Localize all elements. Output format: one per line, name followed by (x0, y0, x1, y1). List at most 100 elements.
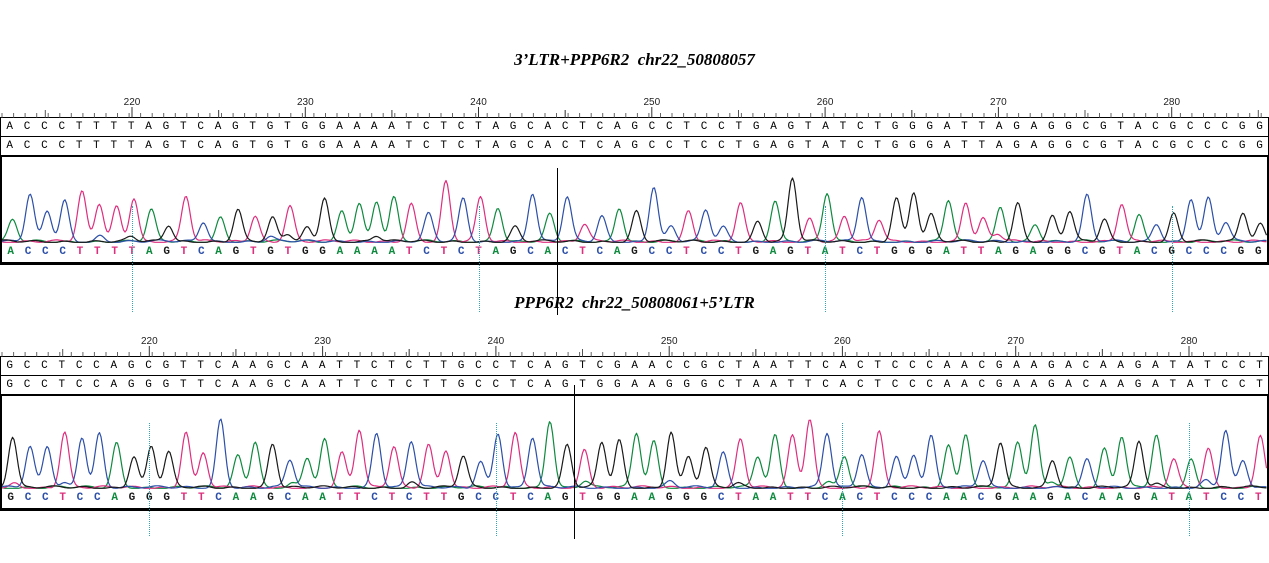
segment-divider-line (556, 168, 558, 315)
sequence-base: G (1134, 360, 1142, 372)
sequence-base: A (336, 140, 343, 152)
sequence-base: A (995, 121, 1003, 133)
chromatogram-traces (2, 396, 1267, 492)
sequence-base: T (839, 246, 846, 258)
sequence-base: A (544, 140, 552, 152)
sequence-base: A (110, 379, 118, 391)
sequence-base: G (301, 246, 309, 258)
sequence-base: C (93, 379, 100, 391)
sequence-base: G (1256, 121, 1263, 133)
sequence-base: A (215, 246, 222, 258)
sequence-base: G (631, 246, 638, 258)
sequence-base: G (162, 121, 170, 133)
sequence-base: A (336, 246, 344, 258)
sequence-base: G (1256, 140, 1263, 152)
sequence-base: C (1152, 140, 1159, 152)
sequence-base: T (839, 140, 847, 152)
sequence-base: G (509, 121, 517, 133)
sequence-base: A (1151, 492, 1158, 504)
sequence-base: T (579, 360, 586, 372)
position-guide-line (1189, 423, 1190, 536)
sequence-base: A (544, 379, 552, 391)
sequence-base: G (752, 140, 760, 152)
svg-text:260: 260 (834, 336, 851, 347)
sequence-base: G (891, 246, 898, 258)
sequence-base: C (1221, 379, 1229, 391)
sequence-base: T (423, 492, 430, 504)
sequence-base: T (961, 140, 968, 152)
sequence-base: C (527, 246, 534, 258)
sequence-base: C (891, 360, 899, 372)
sequence-base: A (1152, 360, 1159, 372)
sequence-base: G (561, 360, 569, 372)
trace-A (2, 421, 1267, 489)
sequence-base: T (735, 140, 743, 152)
svg-text:260: 260 (817, 97, 834, 108)
sequence-base: T (197, 360, 204, 372)
sequence-base: A (769, 246, 777, 258)
svg-text:220: 220 (141, 336, 158, 347)
sequence-base: A (648, 360, 656, 372)
sequence-base: G (128, 492, 136, 504)
sequence-base: T (1204, 379, 1211, 391)
sequence-base: T (179, 121, 187, 133)
sequence-base: T (978, 121, 986, 133)
sequence-base: C (596, 121, 604, 133)
sequence-base: C (700, 246, 708, 258)
sequence-base: A (995, 140, 1003, 152)
sequence-base: A (1030, 379, 1038, 391)
sequence-base: T (1117, 140, 1124, 152)
sequence-base: T (804, 379, 812, 391)
sequence-base: T (874, 121, 881, 133)
sequence-base: A (1100, 360, 1107, 372)
sequence-base: T (475, 140, 482, 152)
sequence-base: G (631, 140, 638, 152)
sequence-base: C (423, 121, 430, 133)
sequence-base: C (1081, 246, 1089, 258)
sequence-base: G (509, 140, 517, 152)
panel-title: 3’LTR+PPP6R2 chr22_50808057 (514, 50, 755, 69)
sequence-base: C (822, 360, 829, 372)
sequence-base: T (180, 492, 188, 504)
sequence-base: G (1099, 246, 1106, 258)
sequence-base: A (752, 492, 760, 504)
sequence-base: A (544, 246, 552, 258)
sequence-base: A (492, 140, 500, 152)
sequence-base: G (787, 246, 794, 258)
sequence-base: C (978, 360, 986, 372)
sequence-base: T (284, 246, 292, 258)
sequence-base: T (735, 492, 742, 504)
sequence-base: A (943, 121, 951, 133)
sequence-base: A (492, 121, 500, 133)
sequence-base: T (735, 246, 742, 258)
sequence-base: G (700, 492, 708, 504)
sequence-base: T (1169, 379, 1177, 391)
sequence-base: A (1012, 492, 1019, 504)
sequence-base: G (787, 140, 795, 152)
sequence-base: C (856, 246, 864, 258)
sequence-base: A (822, 121, 829, 133)
sequence-base: G (457, 492, 465, 504)
sequence-base: A (110, 360, 118, 372)
sequence-base: T (127, 121, 135, 133)
sequence-base: C (23, 121, 31, 133)
sequence-base: G (683, 379, 690, 391)
sequence-base: A (6, 140, 13, 152)
sequence-base: G (162, 360, 170, 372)
sequence-base: A (1185, 492, 1193, 504)
sequence-base: G (267, 246, 274, 258)
sequence-base: G (1238, 140, 1246, 152)
sequence-base: G (752, 121, 760, 133)
sequence-base: C (23, 140, 31, 152)
sequence-base: A (1013, 379, 1020, 391)
sequence-base: A (1186, 360, 1194, 372)
sequence-base: C (457, 246, 465, 258)
sequence-base: C (1082, 360, 1090, 372)
sequence-base: C (561, 121, 569, 133)
sequence-base: G (162, 379, 170, 391)
sequence-base: C (926, 360, 934, 372)
sequence-base: A (821, 246, 829, 258)
sequence-base: C (856, 360, 864, 372)
